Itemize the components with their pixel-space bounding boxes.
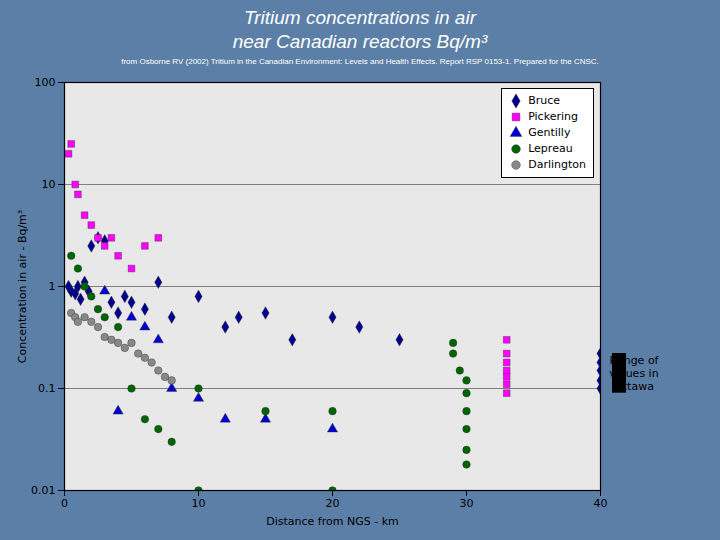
svg-text:Range ofvalues inOttawa: Range ofvalues inOttawa — [609, 354, 659, 393]
svg-text:0.01: 0.01 — [31, 484, 56, 497]
svg-text:10: 10 — [42, 178, 56, 191]
html-text:Lepreau: Lepreau — [528, 142, 573, 155]
html-text:Pickering: Pickering — [528, 110, 578, 123]
svg-text:100: 100 — [35, 76, 56, 89]
svg-text:Distance from NGS - km: Distance from NGS - km — [266, 515, 398, 528]
svg-text:40: 40 — [594, 497, 608, 510]
html-text:Gentilly: Gentilly — [528, 126, 571, 139]
svg-text:Concentration in air - Bq/m³: Concentration in air - Bq/m³ — [16, 210, 29, 363]
html-text:from Osborne RV (2002) Tritium: from Osborne RV (2002) Tritium in the Ca… — [121, 57, 599, 66]
svg-text:30: 30 — [460, 497, 474, 510]
html-text:Tritium concentrations in air: Tritium concentrations in air near Canad… — [232, 7, 488, 52]
svg-text:1: 1 — [49, 280, 56, 293]
svg-text:10: 10 — [192, 497, 206, 510]
html-text:Darlington: Darlington — [528, 158, 586, 171]
svg-text:0.1: 0.1 — [38, 382, 56, 395]
html-text:Bruce: Bruce — [528, 94, 560, 107]
svg-text:0: 0 — [61, 497, 68, 510]
svg-text:20: 20 — [326, 497, 340, 510]
